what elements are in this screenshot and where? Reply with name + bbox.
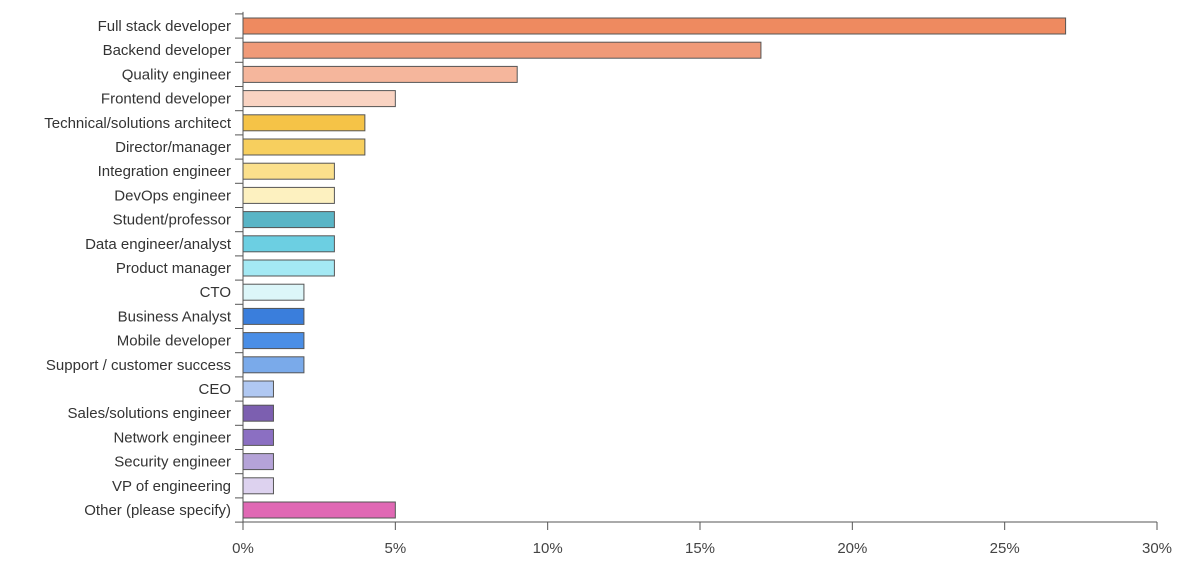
bar	[242, 428, 274, 446]
category-label: Network engineer	[113, 429, 231, 446]
bar	[242, 501, 396, 519]
bar	[242, 453, 274, 471]
category-label: Integration engineer	[98, 163, 231, 180]
bar	[242, 307, 305, 325]
x-tick-label: 30%	[1142, 540, 1172, 557]
bar	[242, 162, 335, 180]
category-label: CTO	[200, 284, 231, 301]
bar	[242, 332, 305, 350]
category-label: Security engineer	[114, 454, 231, 471]
category-label: Student/professor	[113, 212, 231, 229]
bar	[242, 259, 335, 277]
x-tick-label: 20%	[837, 540, 867, 557]
bar	[242, 477, 274, 495]
category-label: Quality engineer	[122, 66, 231, 83]
bar	[242, 90, 396, 108]
bar	[242, 65, 518, 83]
bar	[242, 356, 305, 374]
bar	[242, 114, 366, 132]
x-tick-label: 15%	[685, 540, 715, 557]
x-tick-label: 0%	[232, 540, 254, 557]
x-tick-label: 25%	[990, 540, 1020, 557]
category-label: Backend developer	[103, 42, 231, 59]
category-label: Business Analyst	[118, 308, 232, 325]
category-label: Data engineer/analyst	[85, 236, 232, 253]
bar	[242, 41, 762, 59]
x-tick-label: 10%	[533, 540, 563, 557]
bar	[242, 380, 274, 398]
bar	[242, 186, 335, 204]
category-label: Mobile developer	[117, 333, 231, 350]
category-label: Support / customer success	[46, 357, 231, 374]
bar	[242, 17, 1067, 35]
category-label: Director/manager	[115, 139, 231, 156]
category-label: CEO	[198, 381, 231, 398]
category-label: VP of engineering	[112, 478, 231, 495]
category-label: DevOps engineer	[114, 187, 231, 204]
bar	[242, 235, 335, 253]
bar	[242, 138, 366, 156]
x-tick-label: 5%	[384, 540, 406, 557]
category-label: Technical/solutions architect	[44, 115, 232, 132]
category-label: Full stack developer	[98, 18, 231, 35]
category-label: Product manager	[116, 260, 231, 277]
bar	[242, 404, 274, 422]
category-label: Sales/solutions engineer	[68, 405, 231, 422]
bar	[242, 283, 305, 301]
category-label: Other (please specify)	[84, 502, 231, 519]
category-label: Frontend developer	[101, 91, 231, 108]
bar	[242, 211, 335, 229]
